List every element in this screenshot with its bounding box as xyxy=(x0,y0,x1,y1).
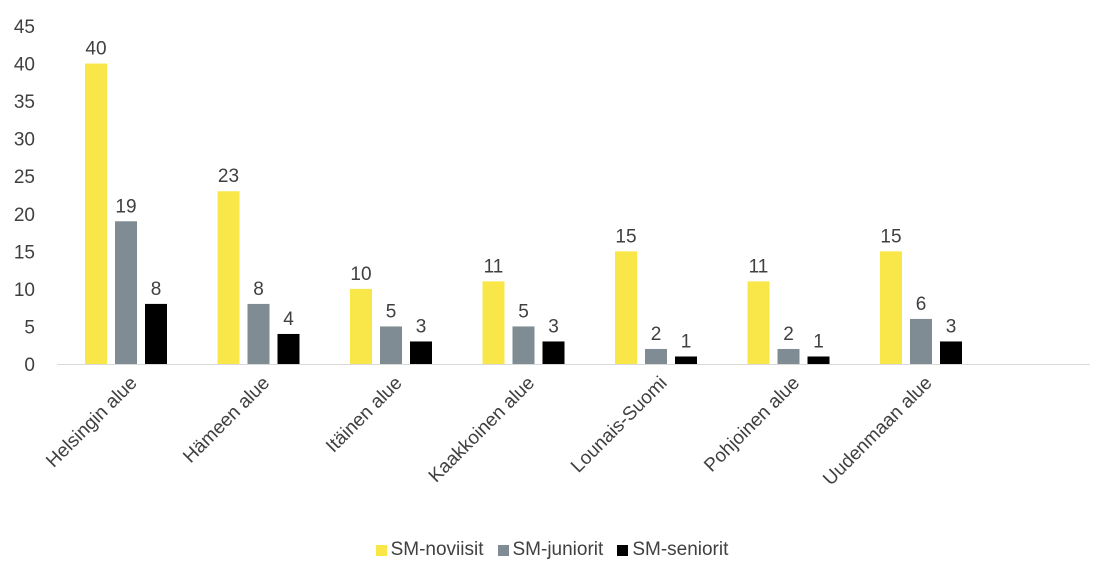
bar-sm-seniorit xyxy=(410,341,432,364)
bar-sm-noviisit xyxy=(85,63,107,365)
bar-sm-seniorit xyxy=(807,356,830,364)
legend-item: SM-juniorit xyxy=(497,539,604,561)
data-label: 15 xyxy=(615,226,636,247)
data-label: 3 xyxy=(416,316,427,337)
category-label: Helsingin alue xyxy=(42,373,141,472)
data-label: 11 xyxy=(749,256,769,277)
x-axis: Helsingin alue Hämeen alue Itäinen alue Kaa… xyxy=(42,373,936,490)
bar-sm-seniorit xyxy=(277,333,300,364)
data-label: 15 xyxy=(880,226,901,247)
bar-sm-noviisit xyxy=(880,251,902,364)
data-label: 40 xyxy=(85,39,106,60)
data-label: 6 xyxy=(916,294,927,315)
category-label: Pohjoinen alue xyxy=(700,373,804,477)
data-label: 8 xyxy=(151,279,162,300)
category-label: Uudenmaan alue xyxy=(819,373,936,490)
legend-label: SM-seniorit xyxy=(632,539,729,560)
bar-sm-noviisit xyxy=(482,281,505,364)
bar-sm-juniorit xyxy=(910,318,932,364)
legend-swatch xyxy=(497,544,509,556)
bar-sm-noviisit xyxy=(217,191,240,364)
y-tick-label: 0 xyxy=(24,355,35,376)
bar-sm-juniorit xyxy=(247,303,270,364)
data-label: 10 xyxy=(350,264,371,285)
bar-sm-juniorit xyxy=(115,221,137,364)
y-tick-label: 5 xyxy=(24,317,35,338)
data-label: 5 xyxy=(386,301,397,322)
data-label: 2 xyxy=(651,324,662,345)
bar-sm-seniorit xyxy=(675,356,697,364)
bar-sm-juniorit xyxy=(380,326,402,364)
legend-item: SM-seniorit xyxy=(617,539,728,561)
data-label: 19 xyxy=(115,196,136,217)
y-tick-label: 35 xyxy=(14,92,35,113)
data-label: 11 xyxy=(484,256,504,277)
bar-sm-seniorit xyxy=(940,341,962,364)
bar-sm-noviisit xyxy=(615,251,637,364)
bar-sm-seniorit xyxy=(145,303,167,364)
bar-sm-juniorit xyxy=(645,348,667,364)
legend-label: SM-juniorit xyxy=(512,539,604,560)
data-label: 4 xyxy=(283,309,294,330)
legend-swatch xyxy=(617,544,629,556)
category-label: Hämeen alue xyxy=(179,373,274,468)
y-tick-label: 45 xyxy=(14,17,35,38)
bar-sm-seniorit xyxy=(542,341,565,364)
legend-label: SM-noviisit xyxy=(390,539,484,560)
legend: SM-noviisit SM-juniorit SM-seniorit xyxy=(0,539,1104,561)
bar-sm-noviisit xyxy=(350,288,372,364)
y-axis: 0 5 10 15 20 25 30 35 40 45 xyxy=(14,17,35,376)
category-label: Lounais-Suomi xyxy=(567,373,671,477)
data-label: 2 xyxy=(783,324,794,345)
y-tick-label: 15 xyxy=(14,242,35,263)
data-label: 23 xyxy=(218,166,239,187)
data-label: 3 xyxy=(548,316,559,337)
y-tick-label: 30 xyxy=(14,130,35,151)
category-label: Itäinen alue xyxy=(322,373,406,457)
data-label: 1 xyxy=(813,331,824,352)
bar-sm-noviisit xyxy=(747,281,770,364)
y-tick-label: 10 xyxy=(14,280,35,301)
data-label: 8 xyxy=(253,279,264,300)
legend-item: SM-noviisit xyxy=(375,539,484,561)
bar-sm-juniorit xyxy=(777,348,800,364)
data-label: 3 xyxy=(946,316,957,337)
y-tick-label: 25 xyxy=(14,167,35,188)
data-label: 1 xyxy=(681,331,692,352)
data-label: 5 xyxy=(518,301,529,322)
y-tick-label: 40 xyxy=(14,55,35,76)
bars xyxy=(85,63,962,365)
category-label: Kaakkoinen alue xyxy=(425,373,539,487)
y-tick-label: 20 xyxy=(14,205,35,226)
bar-sm-juniorit xyxy=(512,326,535,364)
legend-swatch xyxy=(375,544,387,556)
